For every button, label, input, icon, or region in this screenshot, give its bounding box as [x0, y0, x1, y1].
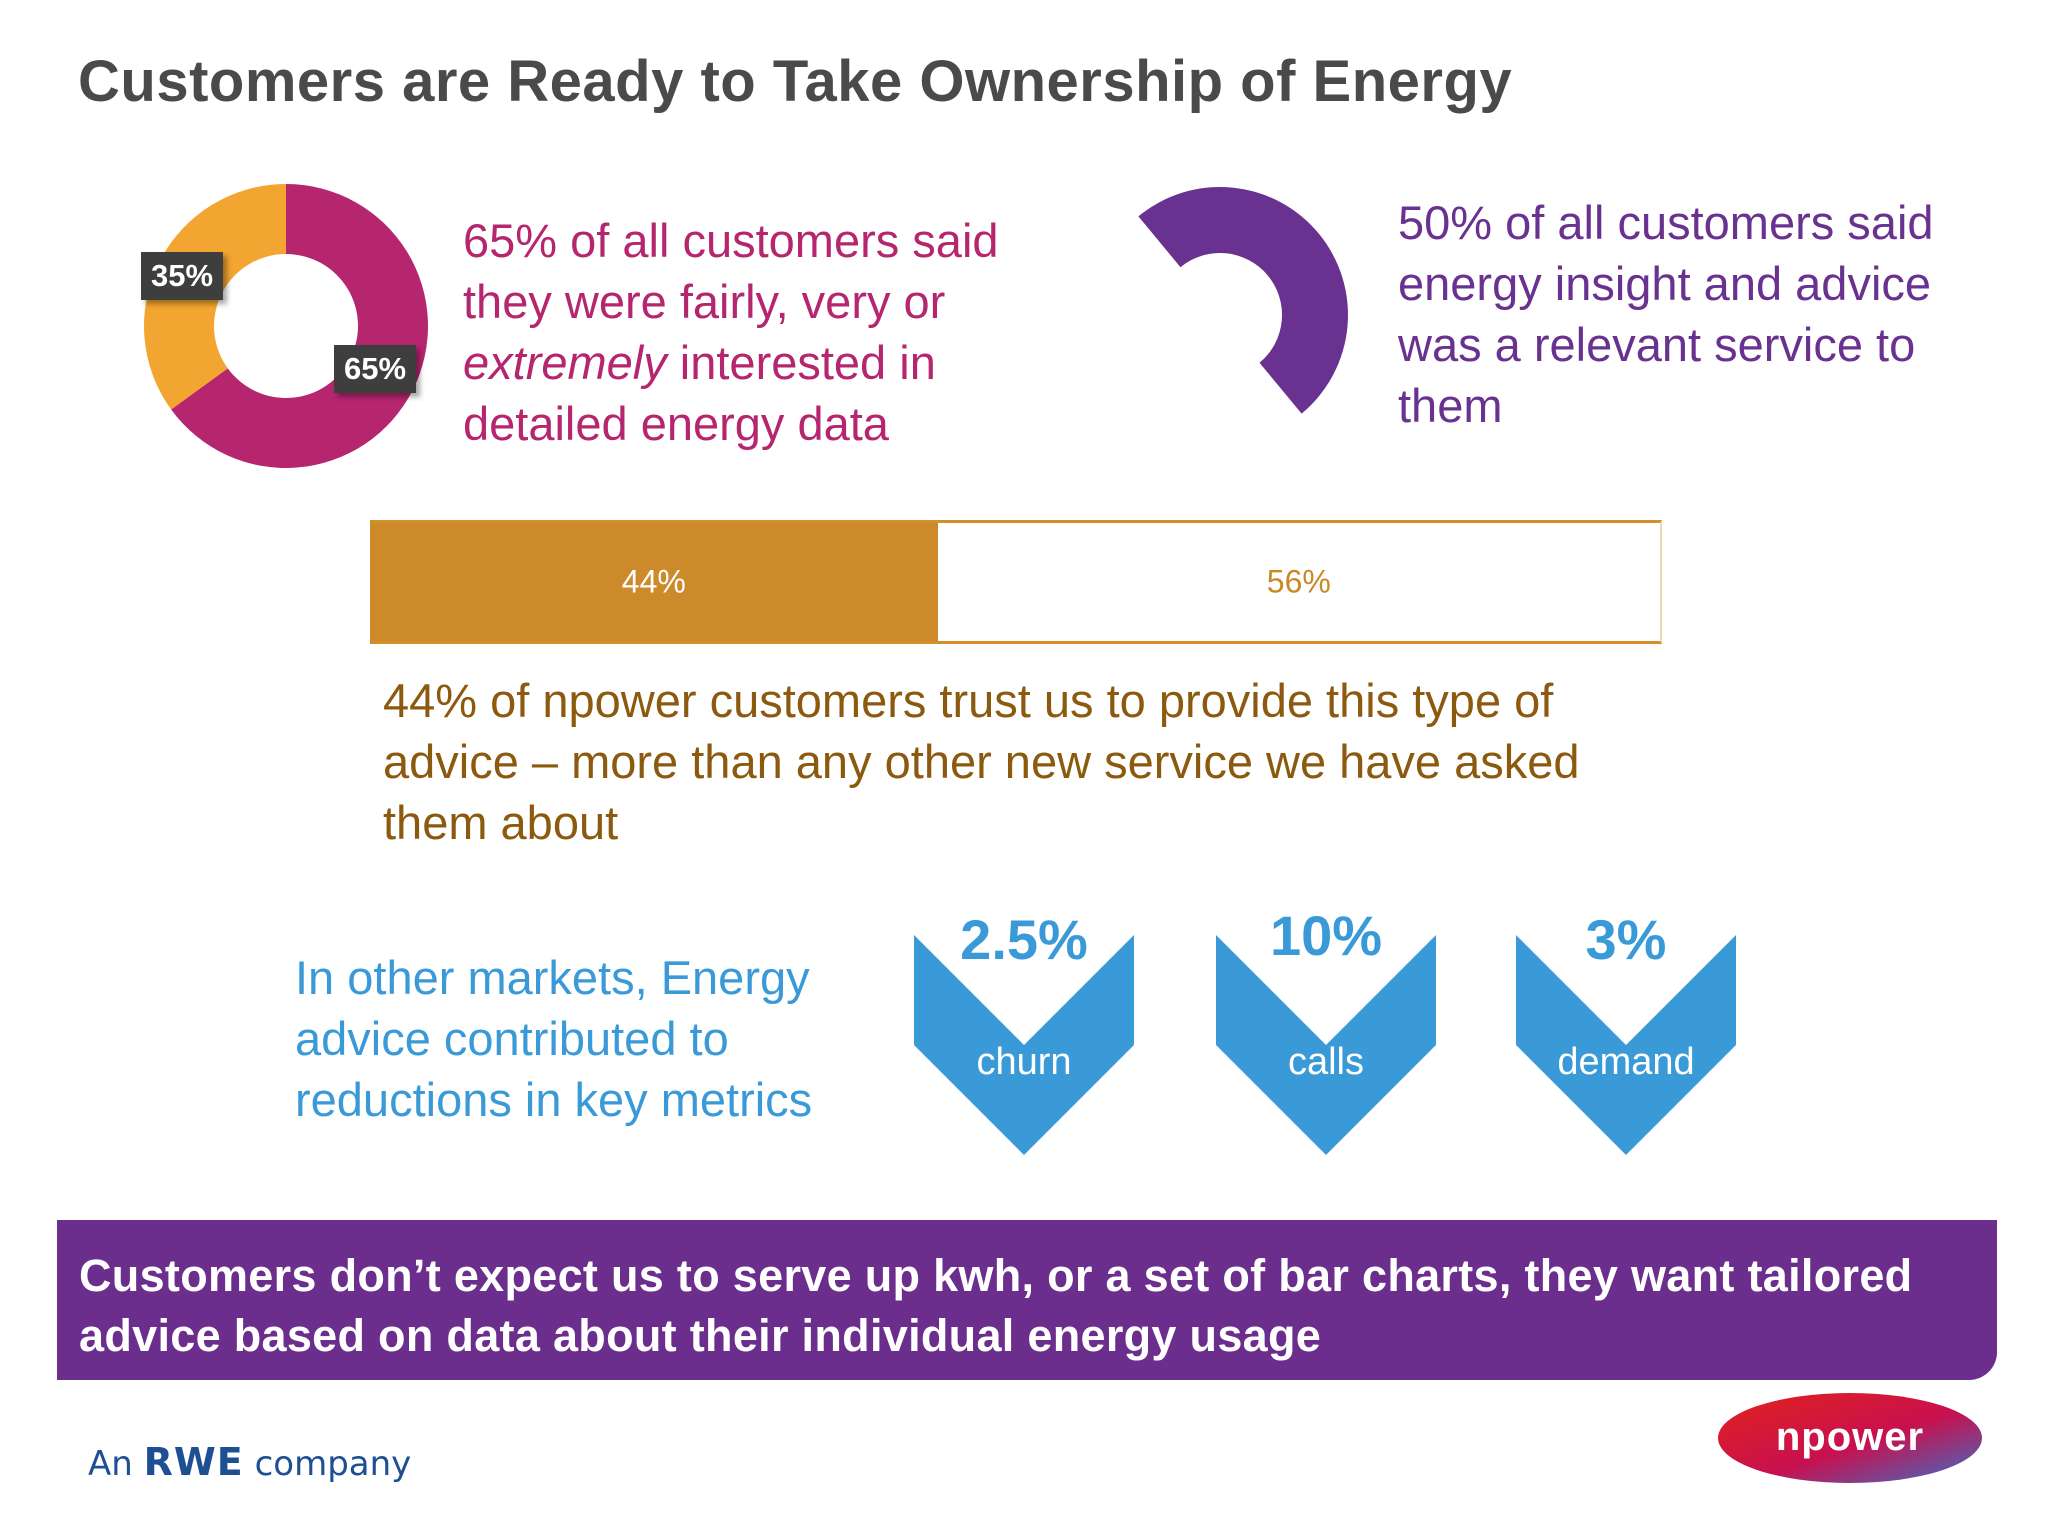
- stacked-bar-trust: 44% 56%: [370, 520, 1662, 644]
- stat-markets-text: In other markets, Energy advice contribu…: [295, 951, 813, 1126]
- churn-label: churn: [976, 1041, 1072, 1083]
- summary-banner-text: Customers don’t expect us to serve up kw…: [79, 1250, 1913, 1361]
- bar-segment-other: 56%: [937, 523, 1660, 641]
- bar-label-56: 56%: [1266, 563, 1331, 600]
- stat-trust-text: 44% of npower customers trust us to prov…: [383, 674, 1580, 849]
- rwe-logo-name: RWE: [143, 1440, 244, 1484]
- summary-banner: Customers don’t expect us to serve up kw…: [57, 1220, 1997, 1380]
- chevron-calls: 10% calls: [1206, 904, 1446, 1175]
- demand-label: demand: [1557, 1041, 1695, 1083]
- calls-value: 10%: [1269, 904, 1383, 967]
- stat-interest-text-a: 65% of all customers said they were fair…: [463, 214, 999, 328]
- churn-value: 2.5%: [960, 908, 1088, 971]
- rwe-logo-an: An: [88, 1444, 133, 1484]
- demand-value: 3%: [1585, 908, 1667, 971]
- stat-interest-emphasis: extremely: [463, 336, 667, 389]
- partial-donut-chart-relevance: [1138, 187, 1348, 414]
- donut-slice-0: [171, 184, 429, 469]
- bar-label-44: 44%: [621, 563, 686, 600]
- rwe-logo-company: company: [254, 1444, 412, 1484]
- calls-label: calls: [1287, 1041, 1365, 1083]
- chevron-down-icon: [1516, 935, 1736, 1155]
- bar-segment-trust: 44%: [370, 523, 938, 641]
- rwe-logo: An RWE company: [88, 1440, 411, 1484]
- page-title: Customers are Ready to Take Ownership of…: [78, 49, 1513, 114]
- chevron-down-icon: [1216, 935, 1436, 1155]
- npower-logo-text: npower: [1776, 1415, 1924, 1459]
- stat-interest-text-b: interested in detailed energy data: [463, 336, 936, 450]
- chevron-churn: 2.5% churn: [904, 908, 1144, 1175]
- npower-logo: npower: [1718, 1393, 1982, 1483]
- donut-label-35: 35%: [141, 252, 224, 300]
- chevron-demand: 3% demand: [1506, 908, 1746, 1175]
- donut-label-65: 65%: [334, 345, 417, 393]
- chevron-down-icon: [914, 935, 1134, 1155]
- partial-donut-arc: [1138, 187, 1348, 414]
- stat-interest-text: 65% of all customers said they were fair…: [463, 210, 1083, 454]
- stat-relevance-text: 50% of all customers said energy insight…: [1398, 196, 1934, 432]
- donut-chart-interest: [144, 184, 429, 469]
